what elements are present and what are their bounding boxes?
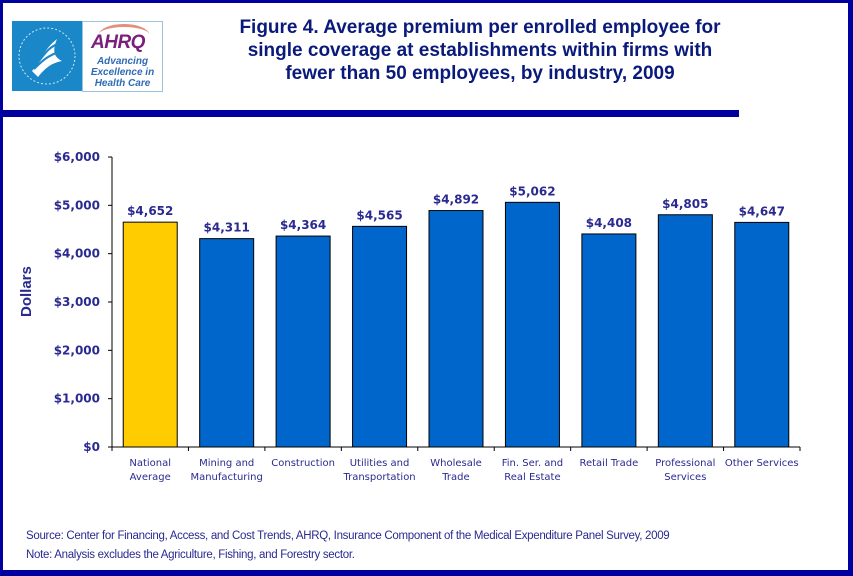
top-border xyxy=(0,0,853,3)
y-tick-label: $5,000 xyxy=(54,198,100,212)
ahrq-arc-icon xyxy=(99,24,149,45)
x-category-label: Utilities and xyxy=(350,458,410,469)
x-category-label: Other Services xyxy=(725,458,799,469)
x-category-label: Construction xyxy=(271,458,335,469)
bar-value-label: $4,565 xyxy=(356,208,402,222)
bar xyxy=(122,221,178,448)
ahrq-tagline-line: Health Care xyxy=(94,78,151,89)
ahrq-name: AHRQ xyxy=(91,32,145,53)
bar-value-label: $4,408 xyxy=(586,216,632,230)
bar xyxy=(581,233,637,448)
x-category-label: Mining and xyxy=(199,458,254,469)
bar-value-label: $4,364 xyxy=(280,218,326,232)
chart-title: Figure 4. Average premium per enrolled e… xyxy=(200,16,760,85)
y-tick-label: $0 xyxy=(83,440,100,454)
bar-value-label: $5,062 xyxy=(509,184,555,198)
chart-title-line: Figure 4. Average premium per enrolled e… xyxy=(239,17,721,38)
x-category-label: Transportation xyxy=(342,472,415,483)
bar xyxy=(504,201,560,448)
bar-value-label: $4,647 xyxy=(739,204,785,218)
analysis-note: Note: Analysis excludes the Agriculture,… xyxy=(26,549,355,561)
x-category-label: Real Estate xyxy=(504,472,560,483)
hhs-ahrq-logo: AHRQ Advancing Excellence in Health Care xyxy=(12,21,163,92)
y-tick-label: $6,000 xyxy=(54,150,100,164)
x-category-label: National xyxy=(129,458,171,469)
x-category-label: Trade xyxy=(441,472,469,483)
y-tick-label: $2,000 xyxy=(54,343,100,357)
bar-value-label: $4,311 xyxy=(204,221,250,235)
source-note: Source: Center for Financing, Access, an… xyxy=(26,530,670,542)
bar xyxy=(199,238,255,448)
ahrq-tagline: Advancing Excellence in Health Care xyxy=(83,56,162,89)
title-divider xyxy=(0,110,739,117)
hhs-seal-icon xyxy=(12,21,82,91)
chart-title-line: fewer than 50 employees, by industry, 20… xyxy=(285,63,675,84)
x-category-label: Services xyxy=(664,472,706,483)
bar xyxy=(734,221,790,448)
bar xyxy=(657,214,713,448)
ahrq-tagline-line: Advancing xyxy=(96,56,149,67)
x-category-label: Professional xyxy=(655,458,715,469)
bar xyxy=(352,225,408,448)
x-category-label: Retail Trade xyxy=(579,458,638,469)
y-tick-label: $3,000 xyxy=(54,295,100,309)
bar xyxy=(428,210,484,448)
bar xyxy=(275,235,331,448)
bar-value-label: $4,652 xyxy=(127,204,173,218)
y-tick-label: $4,000 xyxy=(54,247,100,261)
x-category-label: Average xyxy=(130,472,171,483)
chart-title-line: single coverage at establishments within… xyxy=(247,40,713,61)
x-category-label: Wholesale xyxy=(430,458,482,469)
ahrq-tagline-line: Excellence in xyxy=(90,67,155,78)
x-category-label: Fin. Ser. and xyxy=(502,458,563,469)
bar-value-label: $4,805 xyxy=(662,197,708,211)
ahrq-logo: AHRQ Advancing Excellence in Health Care xyxy=(82,21,163,92)
x-category-label: Manufacturing xyxy=(190,472,262,483)
bar-value-label: $4,892 xyxy=(433,193,479,207)
y-tick-label: $1,000 xyxy=(54,392,100,406)
